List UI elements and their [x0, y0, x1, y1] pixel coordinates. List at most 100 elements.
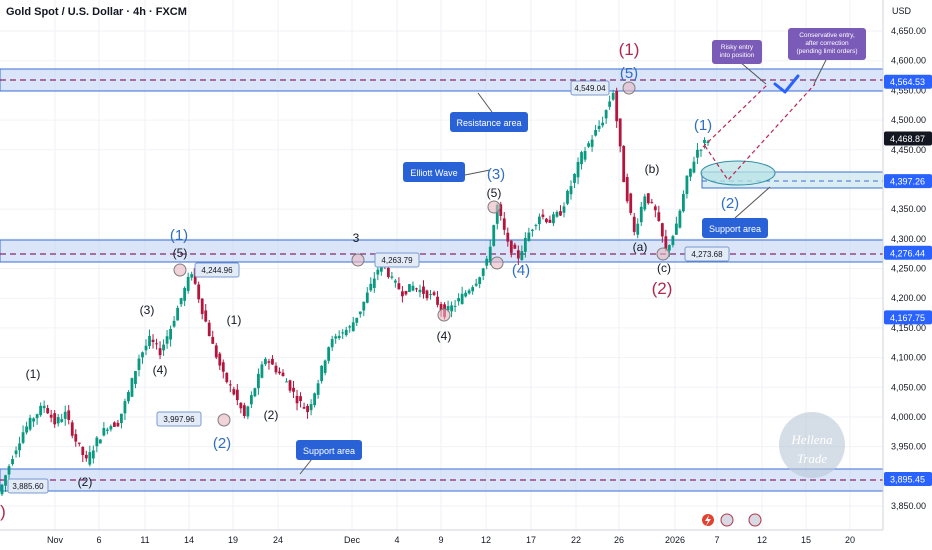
wave-5-black-mid: (5) — [487, 186, 502, 200]
candle-body — [590, 139, 594, 147]
candle-body — [341, 332, 345, 334]
candle-body — [657, 212, 661, 221]
x-tick-label: Nov — [47, 535, 64, 545]
wave-left-2: (2) — [78, 475, 93, 489]
candle-body — [411, 285, 415, 291]
candle-body — [643, 196, 647, 210]
candle-body — [355, 317, 359, 323]
candle-body — [292, 387, 295, 392]
candle-body — [611, 93, 615, 100]
candle-body — [520, 251, 524, 260]
callout-4273: 4,273.68 — [691, 250, 723, 259]
candle-body — [330, 339, 334, 348]
wave-left-5: (5) — [173, 246, 188, 260]
candle-body — [148, 335, 151, 347]
candle-body — [313, 393, 317, 406]
candle-body — [176, 307, 180, 321]
candle-body — [53, 413, 57, 425]
marker-4175 — [437, 308, 451, 322]
candle-body — [105, 429, 109, 431]
candle-body — [464, 292, 468, 297]
wave-3-black: 3 — [353, 231, 360, 245]
candle-body — [162, 344, 165, 351]
marker-4244 — [173, 263, 187, 277]
candle-body — [130, 378, 134, 397]
candle-body — [404, 290, 408, 295]
candle-body — [439, 304, 443, 311]
candle-body — [682, 193, 685, 212]
candle-body — [436, 296, 439, 305]
candle-body — [429, 294, 432, 296]
candle-body — [369, 283, 373, 291]
candle-body — [77, 442, 81, 444]
y-tick-label: 4,650.00 — [891, 26, 926, 36]
candle-body — [594, 129, 598, 136]
candle-body — [228, 384, 232, 386]
candle-body — [393, 280, 397, 283]
candle-body — [450, 305, 453, 312]
marker-4549 — [622, 81, 636, 95]
x-tick-label: 17 — [526, 535, 536, 545]
candle-body — [200, 298, 204, 314]
callout-4263: 4,263.79 — [381, 256, 413, 265]
candle-body — [151, 339, 155, 343]
candle-body — [35, 414, 39, 419]
candle-body — [685, 175, 689, 195]
candle-body — [327, 347, 331, 361]
candle-body — [457, 298, 461, 302]
wave-left-4: (4) — [153, 363, 168, 377]
candle-body — [239, 402, 243, 409]
candle-body — [299, 396, 302, 401]
candle-body — [144, 345, 148, 351]
x-tick-label: 9 — [438, 535, 443, 545]
candle-body — [587, 143, 590, 147]
y-tick-label: 3,950.00 — [891, 442, 926, 452]
wave-red-left: ) — [0, 502, 6, 521]
candle-body — [478, 277, 482, 284]
wave-4-black: (4) — [437, 329, 452, 343]
candle-body — [390, 276, 394, 278]
candle-body — [186, 276, 190, 291]
us-flag-icon — [720, 513, 734, 527]
wave-mid-1: (1) — [227, 313, 242, 327]
pointer-risky — [739, 61, 767, 85]
event-icons[interactable] — [702, 513, 762, 527]
candle-body — [706, 141, 710, 143]
pointer-resistance — [477, 92, 493, 113]
candle-body — [316, 383, 320, 395]
y-tick-label: 4,500.00 — [891, 115, 926, 125]
candle-body — [453, 305, 457, 307]
price-tag-label: 4,397.26 — [890, 177, 925, 187]
candle-body — [467, 290, 471, 294]
candle-body — [646, 193, 650, 204]
candle-body — [573, 173, 576, 183]
y-tick-label: 4,150.00 — [891, 323, 926, 333]
elliott-wave-label: Elliott Wave — [410, 168, 457, 178]
candle-body — [362, 301, 366, 311]
candle-body — [306, 405, 309, 413]
candle-body — [699, 149, 703, 151]
candle-body — [183, 287, 187, 301]
candle-body — [137, 358, 141, 370]
candle-body — [120, 413, 123, 424]
candle-body — [474, 283, 478, 286]
x-tick-label: 12 — [757, 535, 767, 545]
candle-body — [513, 244, 517, 249]
candle-body — [418, 289, 422, 293]
wave-big5-top: (5) — [620, 65, 638, 82]
candle-body — [285, 381, 288, 383]
candle-body — [179, 298, 183, 305]
candle-body — [678, 210, 682, 228]
candle-body — [60, 419, 64, 422]
watermark-line1: Hellena — [790, 432, 833, 447]
watermark: Hellena Trade — [779, 412, 845, 478]
candle-body — [278, 371, 281, 374]
candle-body — [344, 329, 348, 336]
candle-body — [471, 287, 475, 292]
candle-body — [622, 146, 626, 183]
x-tick-label: 22 — [571, 535, 581, 545]
candle-body — [81, 446, 85, 456]
y-tick-label: 4,600.00 — [891, 56, 926, 66]
callout-3885: 3,885.60 — [12, 482, 44, 491]
